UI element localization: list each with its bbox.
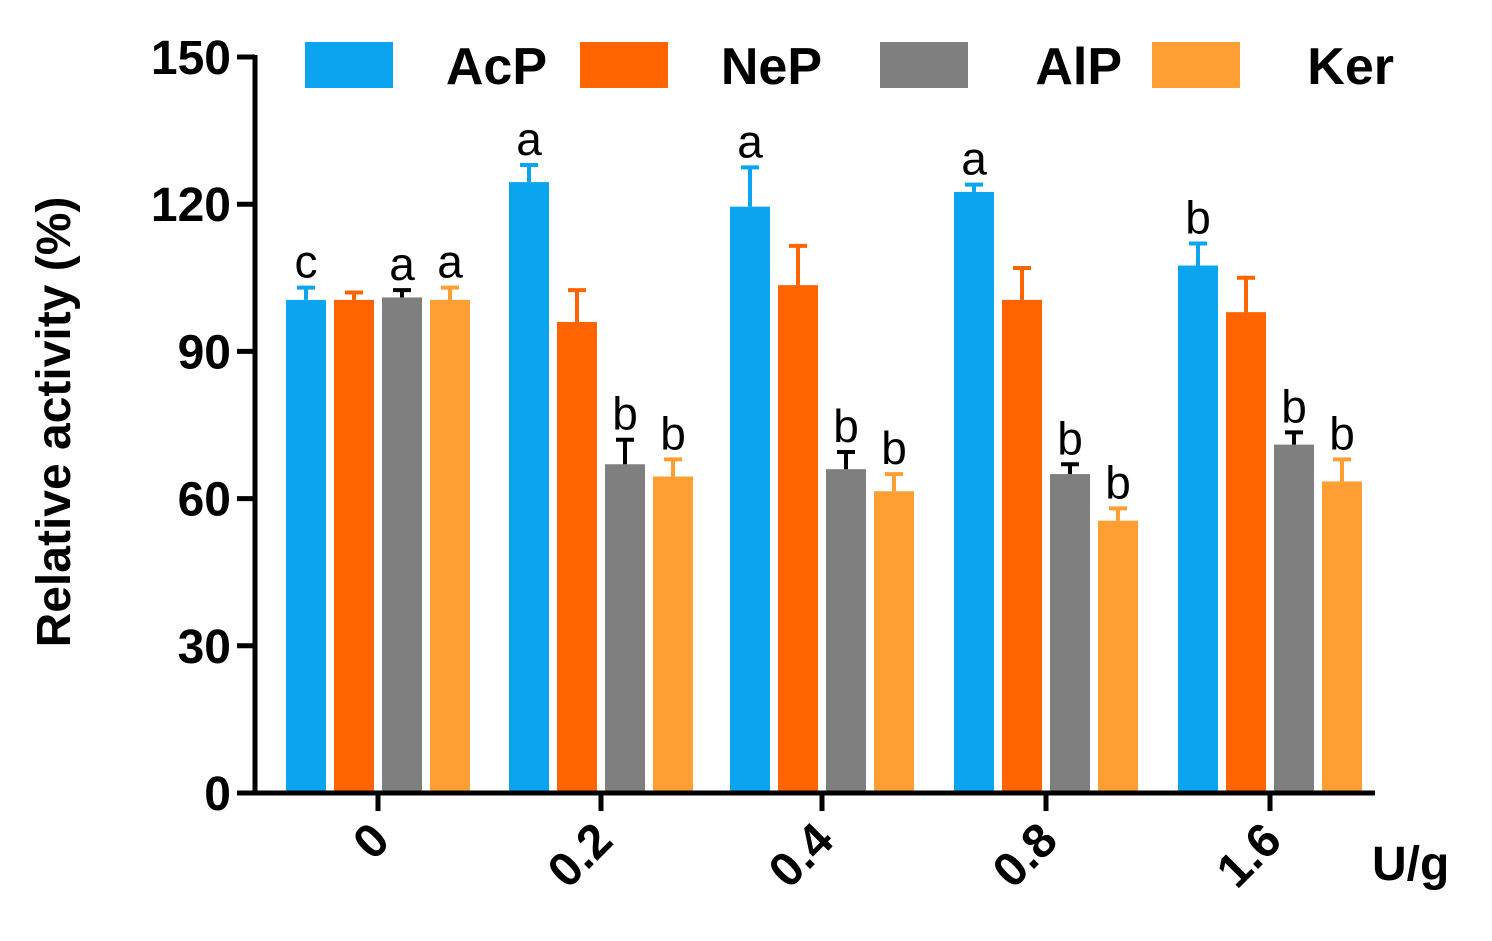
bar-nep-1.6 xyxy=(1226,312,1266,793)
bar-nep-0.4 xyxy=(778,285,818,793)
x-tick-label: 0 xyxy=(343,813,399,869)
legend-label-ker: Ker xyxy=(1307,38,1394,96)
significance-label: b xyxy=(1329,407,1355,459)
x-axis-unit-label: U/g xyxy=(1372,838,1449,891)
significance-label: b xyxy=(881,422,907,474)
bar-nep-0.8 xyxy=(1002,299,1042,793)
bar-alp-0.2 xyxy=(605,464,645,793)
bar-alp-0.8 xyxy=(1050,474,1090,793)
y-axis-label: Relative activity (%) xyxy=(28,197,81,648)
x-tick-label: 0.2 xyxy=(538,813,623,898)
y-tick-label: 30 xyxy=(178,621,231,674)
significance-label: b xyxy=(1105,456,1131,508)
legend-swatch-ker xyxy=(1152,42,1240,88)
y-tick-label: 90 xyxy=(178,326,231,379)
bar-acp-1.6 xyxy=(1178,265,1218,793)
y-tick-label: 120 xyxy=(151,179,231,232)
significance-label: a xyxy=(389,238,415,290)
significance-label: c xyxy=(295,236,318,288)
y-tick-label: 150 xyxy=(151,32,231,85)
bar-acp-0.8 xyxy=(954,191,994,793)
y-tick-label: 0 xyxy=(204,768,231,821)
y-tick-label: 60 xyxy=(178,474,231,527)
x-tick-label: 0.4 xyxy=(759,813,844,898)
significance-label: a xyxy=(516,113,542,165)
significance-label: b xyxy=(1281,380,1307,432)
significance-label: b xyxy=(1185,191,1211,243)
bar-nep-0 xyxy=(334,299,374,793)
bar-acp-0.4 xyxy=(730,206,770,794)
legend-swatch-nep xyxy=(580,42,668,88)
significance-label: b xyxy=(612,388,638,440)
bar-alp-0 xyxy=(382,297,422,793)
bar-acp-0.2 xyxy=(509,182,549,793)
bar-ker-0.8 xyxy=(1098,520,1138,793)
bar-acp-0 xyxy=(286,299,326,793)
x-tick-label: 0.8 xyxy=(983,813,1068,898)
x-tick-label: 1.6 xyxy=(1207,813,1292,898)
legend-swatch-acp xyxy=(305,42,393,88)
legend-swatch-alp xyxy=(880,42,968,88)
legend: AcP NeP AlP Ker xyxy=(305,38,1394,96)
significance-label: a xyxy=(737,115,763,167)
significance-label: b xyxy=(833,400,859,452)
significance-label: b xyxy=(660,407,686,459)
legend-label-alp: AlP xyxy=(1035,38,1122,96)
significance-label: a xyxy=(961,133,987,185)
bar-ker-1.6 xyxy=(1322,481,1362,793)
significance-label: a xyxy=(437,236,463,288)
bar-nep-0.2 xyxy=(557,321,597,793)
legend-label-nep: NeP xyxy=(721,38,822,96)
significance-label: b xyxy=(1057,412,1083,464)
bar-ker-0.2 xyxy=(653,476,693,793)
bar-alp-1.6 xyxy=(1274,444,1314,793)
bar-ker-0.4 xyxy=(874,491,914,793)
bar-alp-0.4 xyxy=(826,469,866,793)
legend-label-acp: AcP xyxy=(446,38,547,96)
bar-ker-0 xyxy=(430,299,470,793)
